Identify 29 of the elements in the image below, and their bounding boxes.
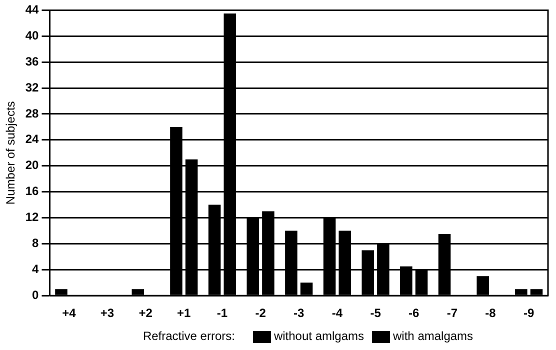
y-tick-label: 40 — [25, 28, 40, 42]
y-tick-label: 12 — [25, 210, 40, 224]
legend-label: with amalgams — [392, 329, 474, 343]
x-tick-label: -4 — [332, 306, 343, 320]
x-tick-label: -2 — [255, 306, 266, 320]
legend-title: Refractive errors: — [142, 329, 235, 343]
y-tick-label: 8 — [32, 236, 40, 250]
x-tick-label: +4 — [62, 306, 76, 320]
y-tick-label: 4 — [32, 262, 40, 276]
y-axis-title: Number of subjects — [4, 101, 18, 205]
y-tick-label: 0 — [32, 288, 40, 302]
y-tick-label: 24 — [25, 132, 40, 146]
x-tick-label: +1 — [177, 306, 192, 320]
y-tick-label: 44 — [25, 2, 40, 17]
x-tick-label: -8 — [485, 306, 496, 320]
y-tick-label: 20 — [25, 158, 40, 172]
x-tick-label: +2 — [138, 306, 153, 320]
x-tick-label: -3 — [294, 306, 305, 320]
x-tick-label: -7 — [446, 306, 458, 320]
y-tick-label: 36 — [25, 54, 40, 68]
x-tick-label: -1 — [216, 306, 228, 320]
x-tick-label: -6 — [408, 306, 420, 320]
x-tick-label: +3 — [100, 306, 114, 320]
y-tick-label: 32 — [25, 80, 40, 94]
legend-label: without amlgams — [272, 329, 364, 343]
y-tick-label: 16 — [25, 184, 40, 198]
x-tick-label: -9 — [524, 306, 534, 320]
x-tick-label: -5 — [370, 306, 382, 320]
y-tick-label: 28 — [25, 106, 40, 120]
